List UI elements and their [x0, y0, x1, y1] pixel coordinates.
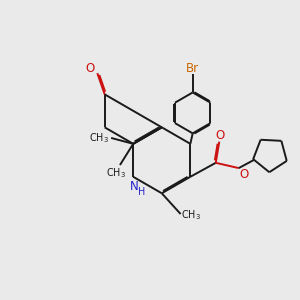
Text: CH$_3$: CH$_3$: [106, 167, 125, 180]
Text: Br: Br: [186, 62, 199, 75]
Text: H: H: [138, 187, 145, 197]
Text: N: N: [130, 180, 139, 193]
Text: CH$_3$: CH$_3$: [89, 131, 109, 145]
Text: O: O: [85, 62, 94, 75]
Text: O: O: [215, 129, 224, 142]
Text: CH$_3$: CH$_3$: [181, 208, 201, 222]
Text: O: O: [239, 168, 248, 181]
